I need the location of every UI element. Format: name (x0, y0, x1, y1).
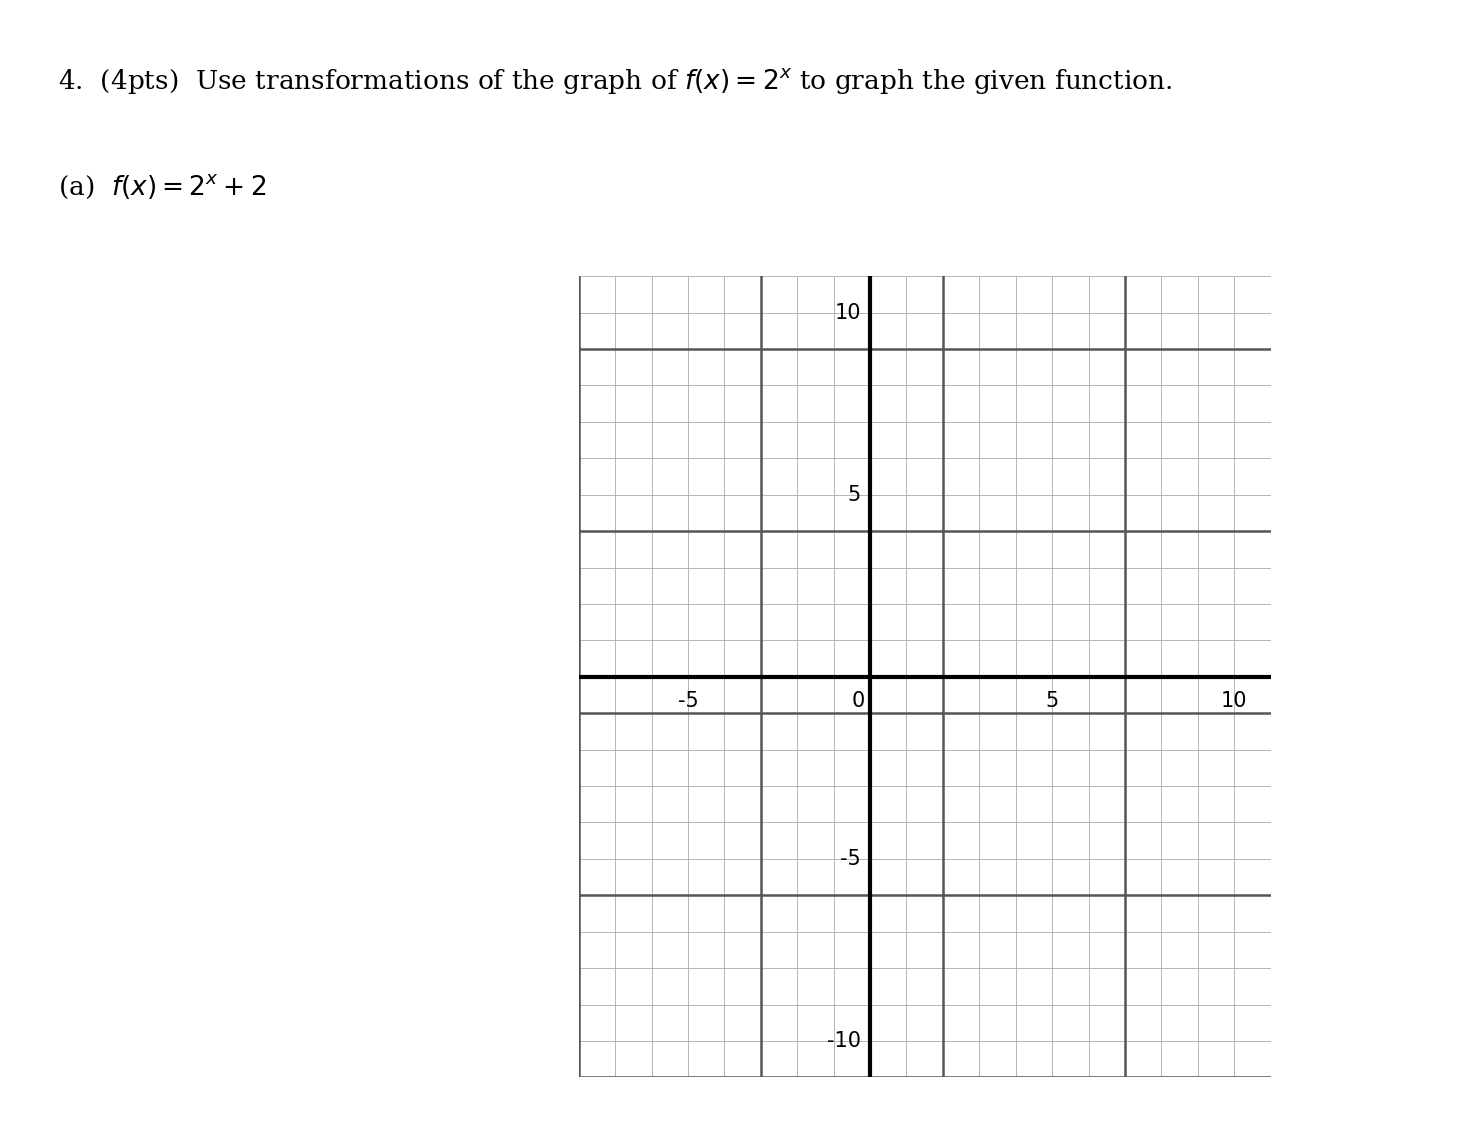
Text: 0: 0 (851, 691, 864, 712)
Text: 4.  (4pts)  Use transformations of the graph of $f(x) = 2^x$ to graph the given : 4. (4pts) Use transformations of the gra… (58, 65, 1172, 96)
Text: -10: -10 (827, 1031, 861, 1051)
Text: 10: 10 (835, 302, 861, 323)
Text: -5: -5 (841, 849, 861, 869)
Text: (a)  $f(x) = 2^x + 2$: (a) $f(x) = 2^x + 2$ (58, 173, 266, 201)
Text: -5: -5 (678, 691, 699, 712)
Text: 5: 5 (1045, 691, 1058, 712)
Text: 5: 5 (848, 485, 861, 504)
Text: 10: 10 (1221, 691, 1248, 712)
